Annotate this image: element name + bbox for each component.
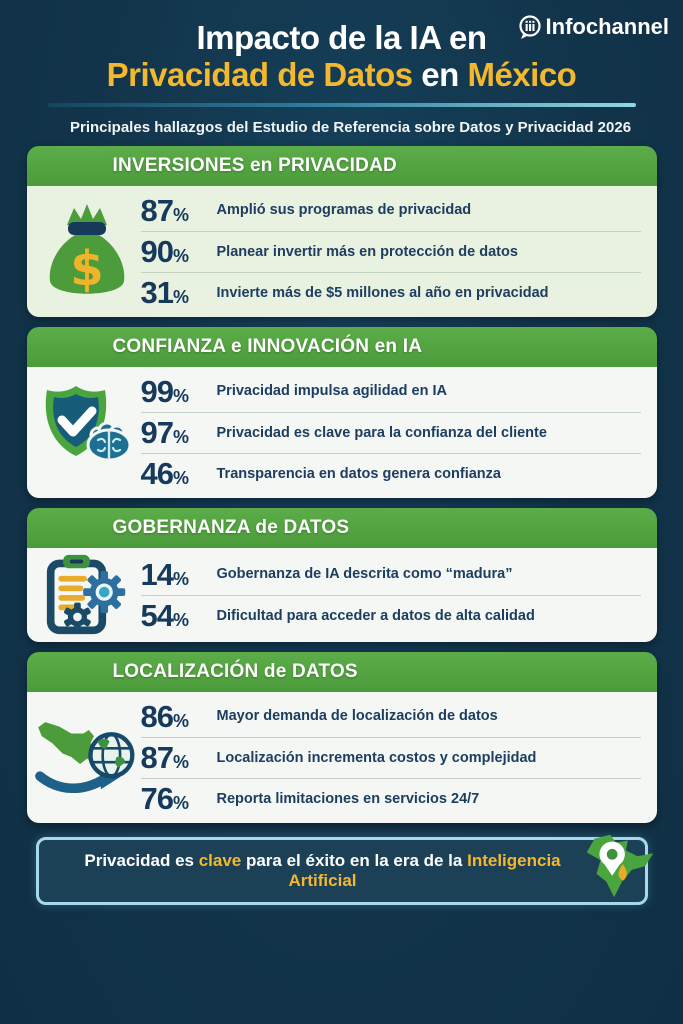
stat-label: Transparencia en datos genera confianza	[216, 465, 501, 482]
stat-label: Amplió sus programas de privacidad	[216, 202, 472, 219]
stat-unit: %	[172, 793, 189, 814]
stat-row: 14% Gobernanza de IA descrita como “madu…	[141, 554, 641, 595]
stat-row: 86% Mayor demanda de localización de dat…	[141, 696, 641, 737]
stat-label: Invierte más de $5 millones al año en pr…	[216, 284, 549, 301]
stat-value: 97	[140, 415, 174, 451]
stat-value: 99	[140, 373, 174, 409]
stat-value: 86	[140, 698, 174, 734]
stat-label: Localización incrementa costos y complej…	[216, 749, 537, 766]
stat-unit: %	[172, 204, 189, 225]
section-inversiones-body: $ 87% Amplió sus programas de privacidad…	[26, 185, 657, 317]
stat-label: Mayor demanda de localización de datos	[216, 708, 498, 725]
page-title: Impacto de la IA en Privacidad de Datos …	[0, 0, 683, 94]
section-gobernanza-body: 14% Gobernanza de IA descrita como “madu…	[26, 547, 657, 642]
stat-value: 76	[140, 781, 174, 817]
stat-unit: %	[172, 568, 189, 589]
section-gobernanza-title: GOBERNANZA de DATOS	[26, 507, 657, 548]
page-title-line1: Impacto de la IA en	[196, 19, 487, 56]
stat-row: 46% Transparencia en datos genera confia…	[140, 452, 641, 494]
stat-unit: %	[172, 385, 189, 406]
stat-unit: %	[172, 427, 189, 448]
stat-unit: %	[172, 710, 189, 731]
stat-value: 46	[140, 456, 174, 492]
money-bag-icon: $	[33, 198, 141, 304]
page-title-line2: Privacidad de Datos en México	[106, 55, 577, 93]
clipboard-gears-icon	[33, 552, 141, 638]
stat-value: 87	[140, 740, 174, 776]
section-localizacion-body: 86% Mayor demanda de localización de dat…	[26, 691, 657, 823]
stats-list: 87% Amplió sus programas de privacidad 9…	[140, 190, 641, 313]
stat-unit: %	[172, 610, 189, 631]
stat-row: 99% Privacidad impulsa agilidad en IA	[141, 371, 641, 412]
stat-value: 87	[140, 192, 174, 228]
stat-row: 54% Dificultad para acceder a datos de a…	[140, 594, 641, 636]
stat-row: 87% Localización incrementa costos y com…	[140, 736, 641, 778]
stat-row: 76% Reporta limitaciones en servicios 24…	[140, 777, 641, 819]
section-gobernanza: GOBERNANZA de DATOS	[26, 507, 657, 642]
section-inversiones: INVERSIONES en PRIVACIDAD $ 87% Amplió s…	[26, 145, 657, 317]
section-inversiones-title: INVERSIONES en PRIVACIDAD	[26, 145, 657, 186]
brand-name: Infochannel	[545, 14, 669, 39]
mexico-pin-icon	[577, 830, 661, 907]
stats-list: 86% Mayor demanda de localización de dat…	[140, 696, 641, 819]
stat-value: 31	[140, 275, 174, 311]
stat-value: 54	[140, 598, 174, 634]
section-confianza-body: 99% Privacidad impulsa agilidad en IA 97…	[26, 366, 657, 498]
stat-label: Privacidad impulsa agilidad en IA	[216, 383, 447, 400]
section-confianza-title: CONFIANZA e INNOVACIÓN en IA	[26, 326, 657, 367]
stat-value: 90	[140, 234, 174, 270]
sections-container: INVERSIONES en PRIVACIDAD $ 87% Amplió s…	[26, 145, 657, 905]
stat-row: 87% Amplió sus programas de privacidad	[141, 190, 641, 231]
stat-unit: %	[172, 468, 189, 489]
stats-list: 99% Privacidad impulsa agilidad en IA 97…	[140, 371, 641, 494]
section-localizacion: LOCALIZACIÓN de DATOS	[26, 651, 657, 823]
stat-unit: %	[172, 246, 189, 267]
stat-label: Dificultad para acceder a datos de alta …	[216, 607, 535, 624]
stat-label: Planear invertir más en protección de da…	[216, 243, 518, 260]
stat-label: Reporta limitaciones en servicios 24/7	[216, 790, 480, 807]
brand-logo: Infochannel	[517, 14, 669, 40]
speech-bubble-iii-icon	[517, 14, 543, 40]
title-underline	[47, 102, 636, 107]
shield-check-brain-icon	[33, 382, 141, 482]
stat-row: 97% Privacidad es clave para la confianz…	[140, 411, 641, 453]
stat-label: Gobernanza de IA descrita como “madura”	[216, 566, 513, 583]
stat-unit: %	[172, 287, 189, 308]
conclusion-banner: Privacidad es clave para el éxito en la …	[35, 834, 653, 905]
stat-row: 31% Invierte más de $5 millones al año e…	[140, 271, 641, 313]
stat-row: 90% Planear invertir más en protección d…	[140, 230, 641, 272]
svg-text:$: $	[70, 241, 103, 297]
section-localizacion-title: LOCALIZACIÓN de DATOS	[26, 651, 657, 692]
mexico-map-globe-icon	[33, 708, 141, 806]
stat-label: Privacidad es clave para la confianza de…	[216, 424, 547, 441]
banner-text: Privacidad es clave para el éxito en la …	[84, 850, 561, 890]
stats-list: 14% Gobernanza de IA descrita como “madu…	[140, 554, 641, 636]
stat-unit: %	[172, 752, 189, 773]
page-subtitle: Principales hallazgos del Estudio de Ref…	[70, 118, 632, 136]
stat-value: 14	[140, 556, 174, 592]
section-confianza: CONFIANZA e INNOVACIÓN en IA	[26, 326, 657, 498]
